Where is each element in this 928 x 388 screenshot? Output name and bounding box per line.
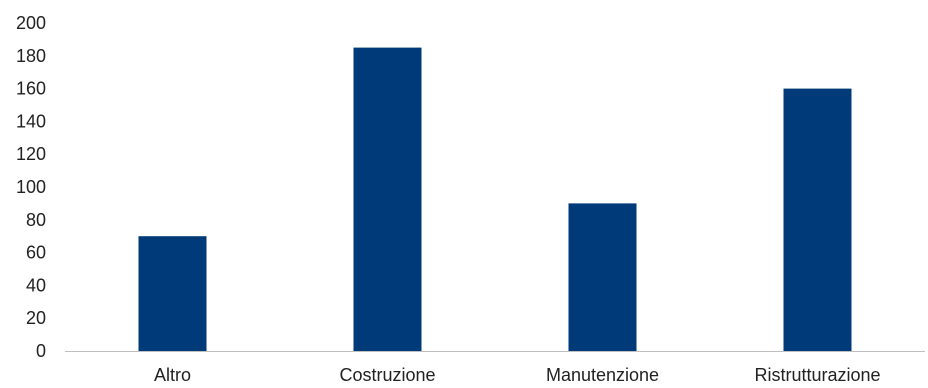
y-tick-label: 180 [16,46,46,66]
y-tick-label: 120 [16,144,46,164]
y-tick-label: 80 [26,210,46,230]
y-tick-label: 40 [26,275,46,295]
x-category-label: Ristrutturazione [754,365,880,385]
y-tick-label: 100 [16,177,46,197]
x-category-label: Costruzione [339,365,435,385]
x-axis-category-labels: Altro Costruzione Manutenzione Ristrutturaz… [154,365,881,385]
bar-altro [138,236,207,351]
bar-ristrutturazione [783,88,852,351]
bar-costruzione [353,47,422,351]
bars [138,47,852,351]
y-tick-label: 20 [26,308,46,328]
x-category-label: Manutenzione [546,365,659,385]
y-tick-label: 0 [36,341,46,361]
y-tick-label: 60 [26,243,46,263]
bar-manutenzione [568,203,637,351]
y-tick-label: 160 [16,79,46,99]
y-tick-label: 200 [16,13,46,33]
y-tick-label: 140 [16,111,46,131]
x-category-label: Altro [154,365,191,385]
y-axis-tick-labels: 0 20 40 60 80 100 120 140 160 180 200 [16,13,46,361]
